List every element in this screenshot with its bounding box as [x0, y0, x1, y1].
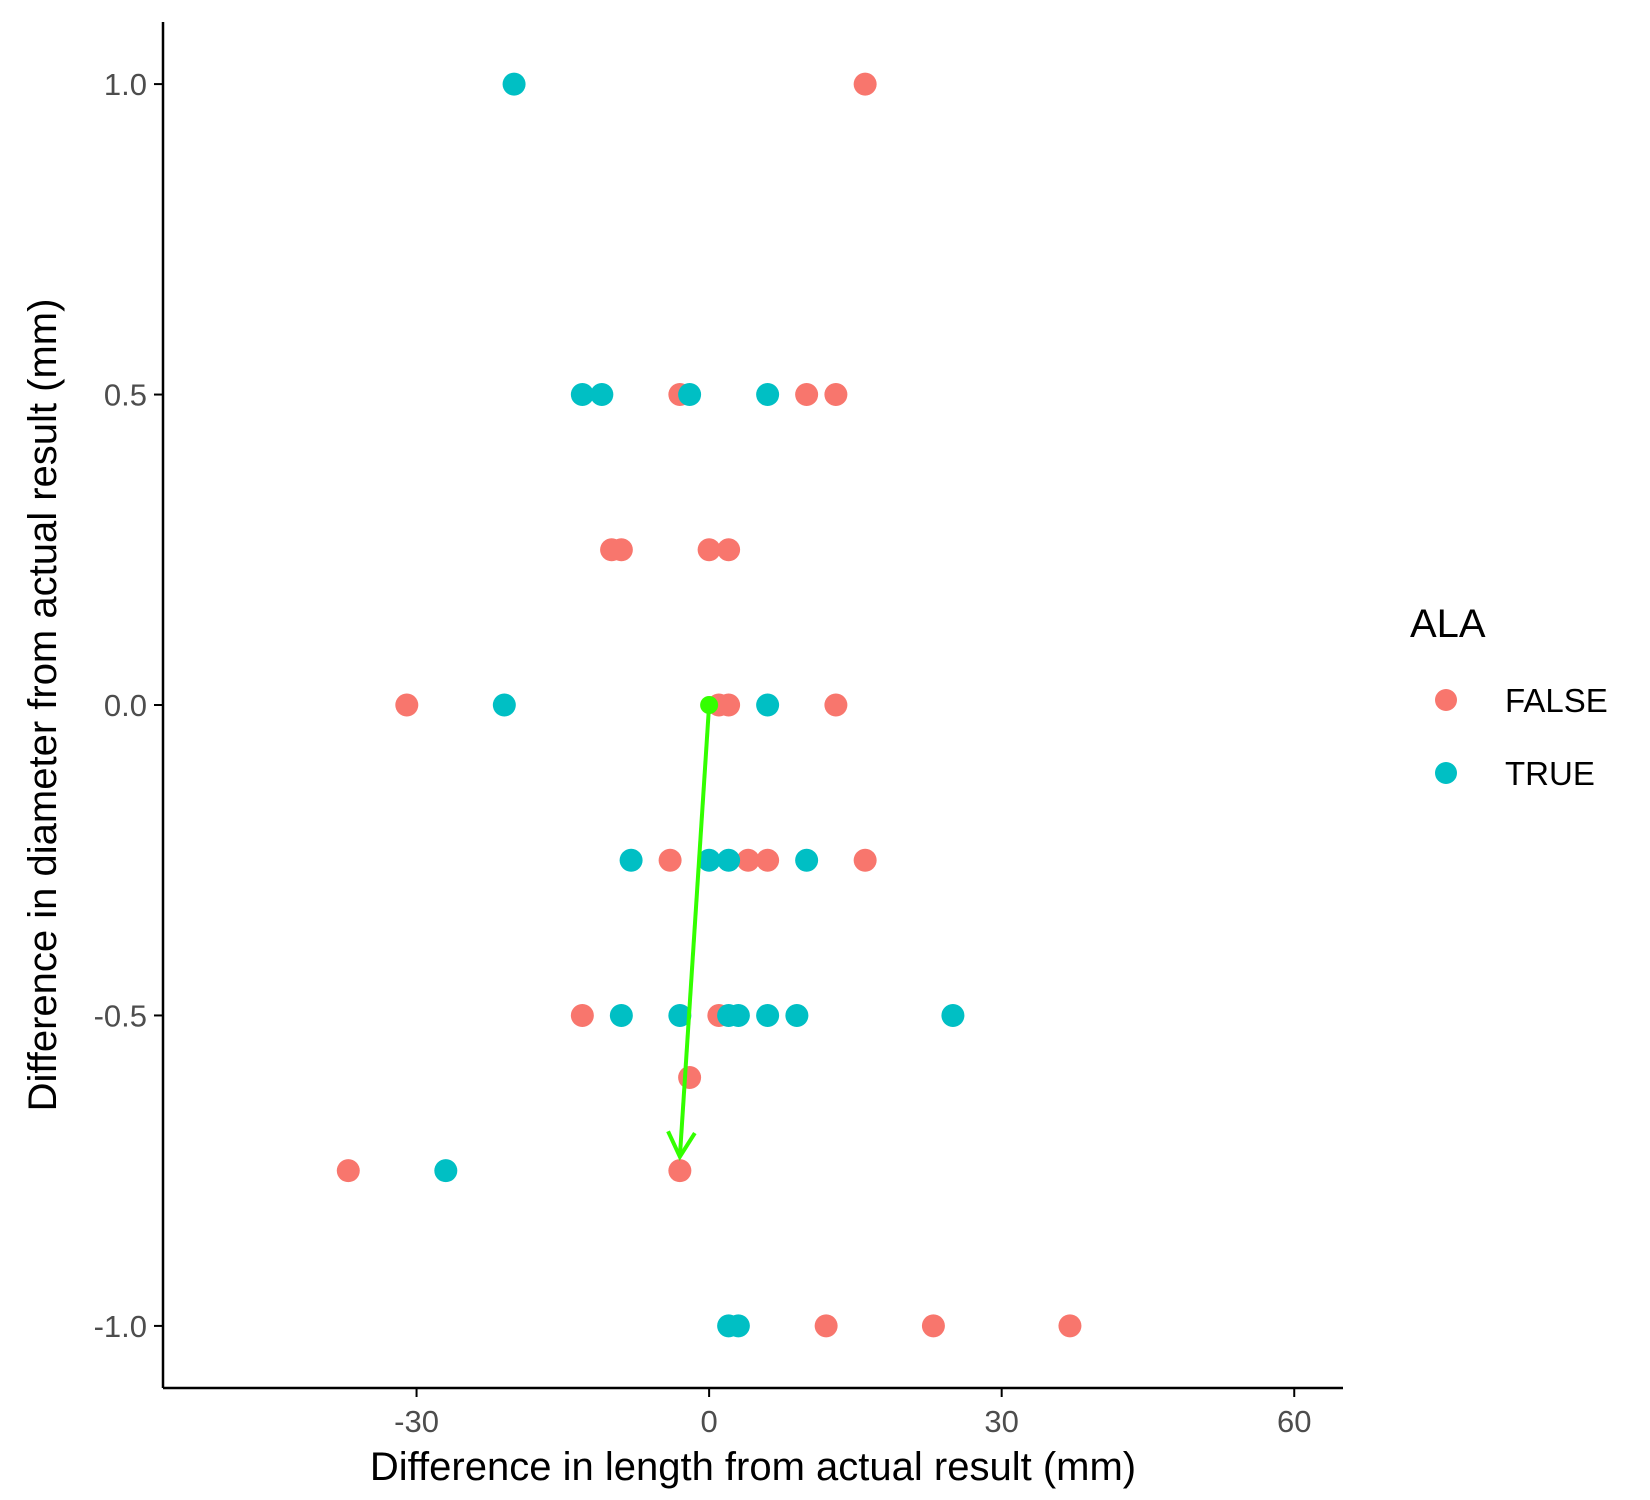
- legend-title: ALA: [1410, 602, 1486, 646]
- x-tick-label: 0: [700, 1404, 717, 1439]
- legend: ALA FALSE TRUE: [1410, 602, 1608, 792]
- data-point-true: [590, 383, 614, 407]
- data-point-false: [824, 693, 848, 717]
- data-point-false: [756, 848, 780, 872]
- data-point-false: [678, 1066, 702, 1090]
- data-point-true: [434, 1159, 458, 1183]
- data-point-true: [726, 1003, 750, 1027]
- data-point-true: [502, 72, 526, 96]
- data-point-false: [668, 1159, 692, 1183]
- data-point-true: [756, 1003, 780, 1027]
- y-axis-title: Difference in diameter from actual resul…: [21, 299, 65, 1112]
- arrow-shaft: [677, 704, 712, 1157]
- data-point-true: [941, 1003, 965, 1027]
- data-point-true: [668, 1003, 692, 1027]
- data-point-true: [726, 1314, 750, 1338]
- y-axis: 1.0 0.5 0.0 -0.5 -1.0: [94, 22, 165, 1388]
- legend-entry-false: FALSE: [1435, 682, 1608, 719]
- x-tick-label: 60: [1277, 1404, 1311, 1439]
- data-point-true: [697, 848, 721, 872]
- legend-label-true: TRUE: [1505, 755, 1595, 792]
- data-point-false: [697, 538, 721, 562]
- data-point-false: [1058, 1314, 1082, 1338]
- data-point-false: [824, 383, 848, 407]
- x-axis-title: Difference in length from actual result …: [370, 1445, 1136, 1489]
- y-tick-label: 0.5: [104, 378, 147, 413]
- data-point-true: [492, 693, 516, 717]
- data-point-false: [921, 1314, 945, 1338]
- data-point-false: [853, 72, 877, 96]
- arrow-head: [666, 1130, 697, 1161]
- legend-key-false: [1435, 689, 1457, 711]
- x-tick-label: 30: [984, 1404, 1018, 1439]
- x-axis: -30 0 30 60: [163, 1386, 1343, 1439]
- data-point-false: [717, 693, 741, 717]
- y-tick-label: -0.5: [94, 998, 147, 1033]
- data-point-true: [756, 693, 780, 717]
- data-point-true: [619, 848, 643, 872]
- data-point-false: [853, 848, 877, 872]
- data-point-false: [717, 538, 741, 562]
- y-tick-label: 0.0: [104, 688, 147, 723]
- x-tick-label: -30: [394, 1404, 439, 1439]
- data-point-false: [658, 848, 682, 872]
- data-point-false: [570, 1003, 594, 1027]
- data-point-true: [756, 383, 780, 407]
- data-point-true: [570, 383, 594, 407]
- data-point-false: [609, 538, 633, 562]
- data-point-false: [336, 1159, 360, 1183]
- data-point-false: [814, 1314, 838, 1338]
- data-point-true: [795, 848, 819, 872]
- legend-entry-true: TRUE: [1435, 755, 1595, 792]
- plot-area: [336, 72, 1082, 1338]
- data-point-true: [678, 383, 702, 407]
- legend-key-true: [1435, 762, 1457, 784]
- data-point-false: [395, 693, 419, 717]
- data-point-true: [785, 1003, 809, 1027]
- data-point-false: [736, 848, 760, 872]
- data-point-true: [717, 848, 741, 872]
- y-tick-label: 1.0: [104, 67, 147, 102]
- y-tick-label: -1.0: [94, 1309, 147, 1344]
- data-point-true: [609, 1003, 633, 1027]
- data-point-false: [795, 383, 819, 407]
- legend-label-false: FALSE: [1505, 682, 1608, 719]
